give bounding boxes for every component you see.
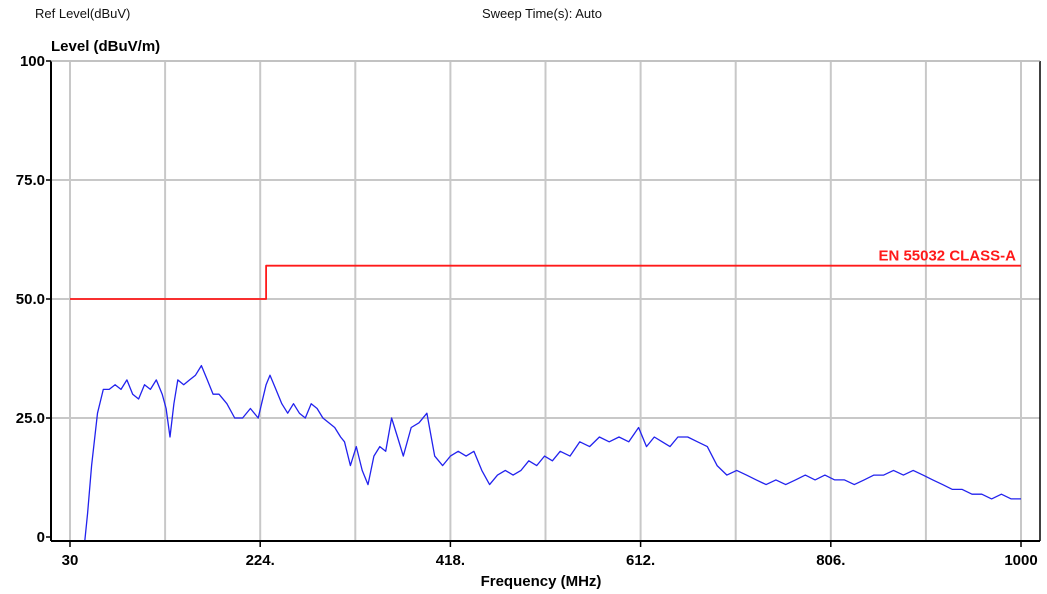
y-tick-label: 50.0 bbox=[16, 291, 45, 308]
x-tick-label: 612. bbox=[626, 552, 655, 569]
grid-layer bbox=[51, 60, 1040, 541]
axes-layer bbox=[46, 60, 1041, 547]
x-tick-label: 418. bbox=[436, 552, 465, 569]
sweep-time-label: Sweep Time(s): Auto bbox=[482, 6, 602, 21]
y-tick-label: 25.0 bbox=[16, 410, 45, 427]
labels-layer: 30 224. 418. 612. 806. 1000 0 25.0 50.0 75.0 100 Le… bbox=[16, 38, 1038, 590]
measurement-trace bbox=[84, 364, 1021, 542]
series-layer bbox=[70, 264, 1021, 542]
y-axis-title: Level (dBuV/m) bbox=[51, 38, 160, 55]
x-tick-label: 30 bbox=[62, 552, 79, 569]
x-tick-label: 806. bbox=[816, 552, 845, 569]
limit-line bbox=[70, 264, 1021, 300]
x-tick-label: 1000 bbox=[1004, 552, 1037, 569]
y-tick-label: 75.0 bbox=[16, 172, 45, 189]
x-tick-label: 224. bbox=[246, 552, 275, 569]
y-tick-label: 0 bbox=[37, 529, 45, 546]
limit-line-label: EN 55032 CLASS-A bbox=[878, 248, 1016, 265]
ref-level-label: Ref Level(dBuV) bbox=[35, 6, 131, 21]
y-tick-label: 100 bbox=[20, 53, 45, 70]
x-axis-title: Frequency (MHz) bbox=[481, 573, 602, 590]
